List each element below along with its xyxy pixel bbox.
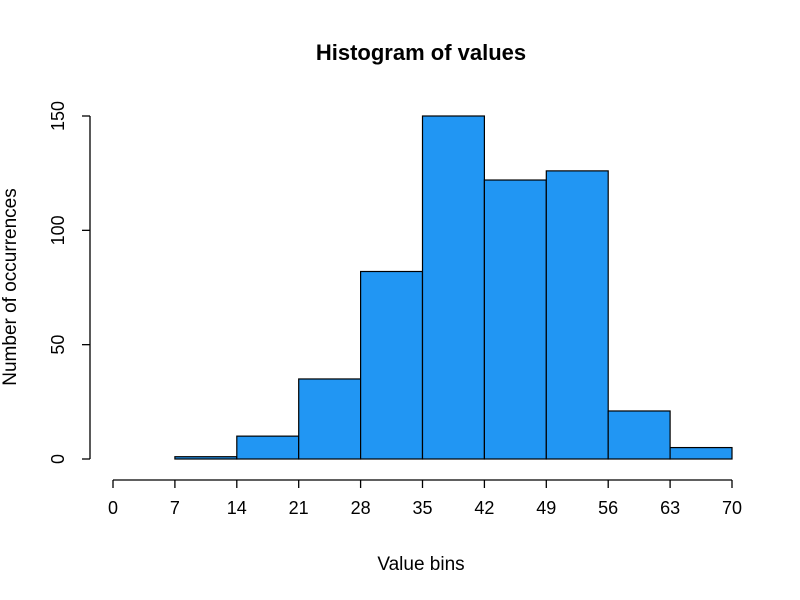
- histogram-bar-9: [669, 446, 733, 460]
- histogram-bar-4: [360, 270, 424, 460]
- x-tick-label: 7: [170, 498, 180, 518]
- x-tick-label: 42: [474, 498, 494, 518]
- histogram-bar-5: [421, 115, 486, 460]
- chart-title: Histogram of values: [316, 40, 526, 65]
- histogram-bar-7: [545, 170, 609, 460]
- histogram-bar-1: [174, 456, 238, 460]
- histogram-bar-8: [607, 410, 671, 460]
- x-tick-label: 35: [412, 498, 432, 518]
- x-tick-label: 63: [660, 498, 680, 518]
- y-axis-label: Number of occurrences: [0, 188, 21, 385]
- x-tick-label: 14: [227, 498, 247, 518]
- x-tick-label: 0: [108, 498, 118, 518]
- x-tick-label: 70: [722, 498, 742, 518]
- x-tick-label: 49: [536, 498, 556, 518]
- y-axis: 0 50 100 150: [48, 101, 91, 464]
- y-tick-label: 0: [48, 454, 68, 464]
- histogram-bar-2: [236, 435, 300, 460]
- x-tick-label: 56: [598, 498, 618, 518]
- x-axis: 0 7 14 21 28 35 42 49 56 63 70: [108, 479, 742, 518]
- histogram-bar-3: [298, 378, 362, 460]
- y-tick-label: 50: [48, 335, 68, 355]
- histogram-bar-6: [483, 179, 547, 460]
- x-tick-label: 21: [289, 498, 309, 518]
- x-tick-label: 28: [351, 498, 371, 518]
- y-tick-label: 100: [48, 215, 68, 245]
- x-axis-label: Value bins: [377, 554, 464, 575]
- bars-group: [174, 115, 733, 460]
- y-tick-label: 150: [48, 101, 68, 131]
